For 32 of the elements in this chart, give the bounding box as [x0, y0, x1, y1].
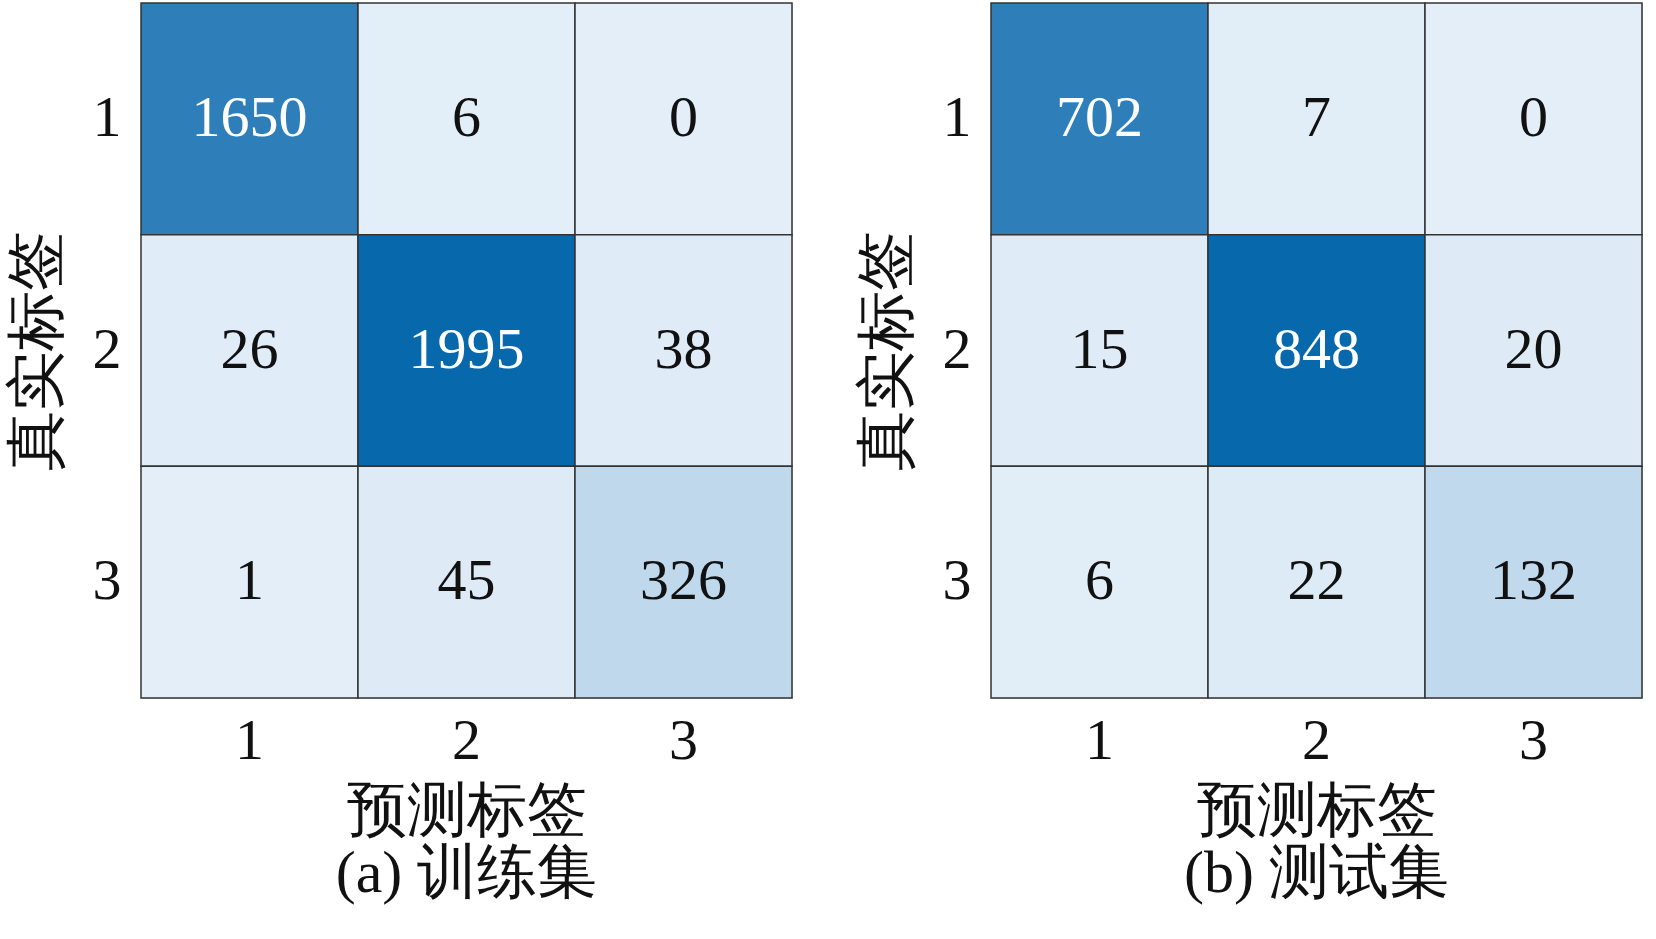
- data-label: 1995: [408, 315, 525, 381]
- data-label: 38: [654, 315, 713, 381]
- data-label: 7: [1302, 83, 1331, 149]
- data-label: 1: [235, 547, 264, 613]
- y-tick-label: 3: [942, 547, 972, 613]
- data-label: 15: [1070, 315, 1129, 381]
- data-label: 26: [220, 315, 279, 381]
- x-tick-label: 2: [1302, 706, 1331, 772]
- y-tick-label: 2: [942, 315, 972, 381]
- data-label: 1650: [191, 83, 308, 149]
- data-label: 22: [1287, 547, 1346, 613]
- data-label: 45: [437, 547, 496, 613]
- y-tick-label: 1: [92, 83, 122, 149]
- y-tick-label: 1: [942, 83, 972, 149]
- x-tick-label: 2: [452, 706, 481, 772]
- data-label: 702: [1056, 83, 1143, 149]
- data-label: 0: [669, 83, 698, 149]
- x-tick-label: 1: [1085, 706, 1114, 772]
- data-label: 132: [1490, 547, 1577, 613]
- data-label: 20: [1504, 315, 1563, 381]
- x-tick-label: 3: [1519, 706, 1548, 772]
- y-axis-title: 真实标签: [852, 231, 919, 471]
- data-label: 6: [452, 83, 481, 149]
- x-tick-label: 1: [235, 706, 264, 772]
- data-label: 6: [1085, 547, 1114, 613]
- data-label: 0: [1519, 83, 1548, 149]
- y-axis-title: 真实标签: [2, 231, 69, 471]
- data-label: 326: [640, 547, 727, 613]
- data-label: 848: [1273, 315, 1360, 381]
- y-tick-label: 3: [92, 547, 122, 613]
- x-tick-label: 3: [669, 706, 698, 772]
- y-tick-label: 2: [92, 315, 122, 381]
